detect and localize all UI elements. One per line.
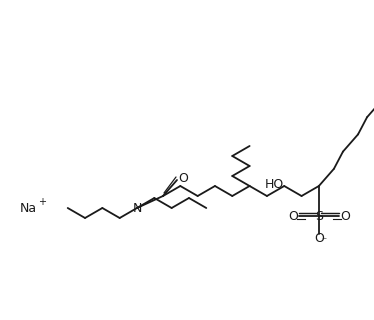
Text: Na: Na	[19, 202, 37, 214]
Text: +: +	[38, 197, 46, 207]
Text: O: O	[314, 231, 324, 244]
Text: O: O	[340, 210, 350, 222]
Text: N: N	[132, 202, 142, 214]
Text: O: O	[288, 210, 298, 222]
Text: O: O	[178, 172, 188, 185]
Text: S: S	[315, 210, 323, 222]
Text: HO: HO	[264, 178, 283, 190]
Text: ⁻: ⁻	[321, 236, 327, 246]
